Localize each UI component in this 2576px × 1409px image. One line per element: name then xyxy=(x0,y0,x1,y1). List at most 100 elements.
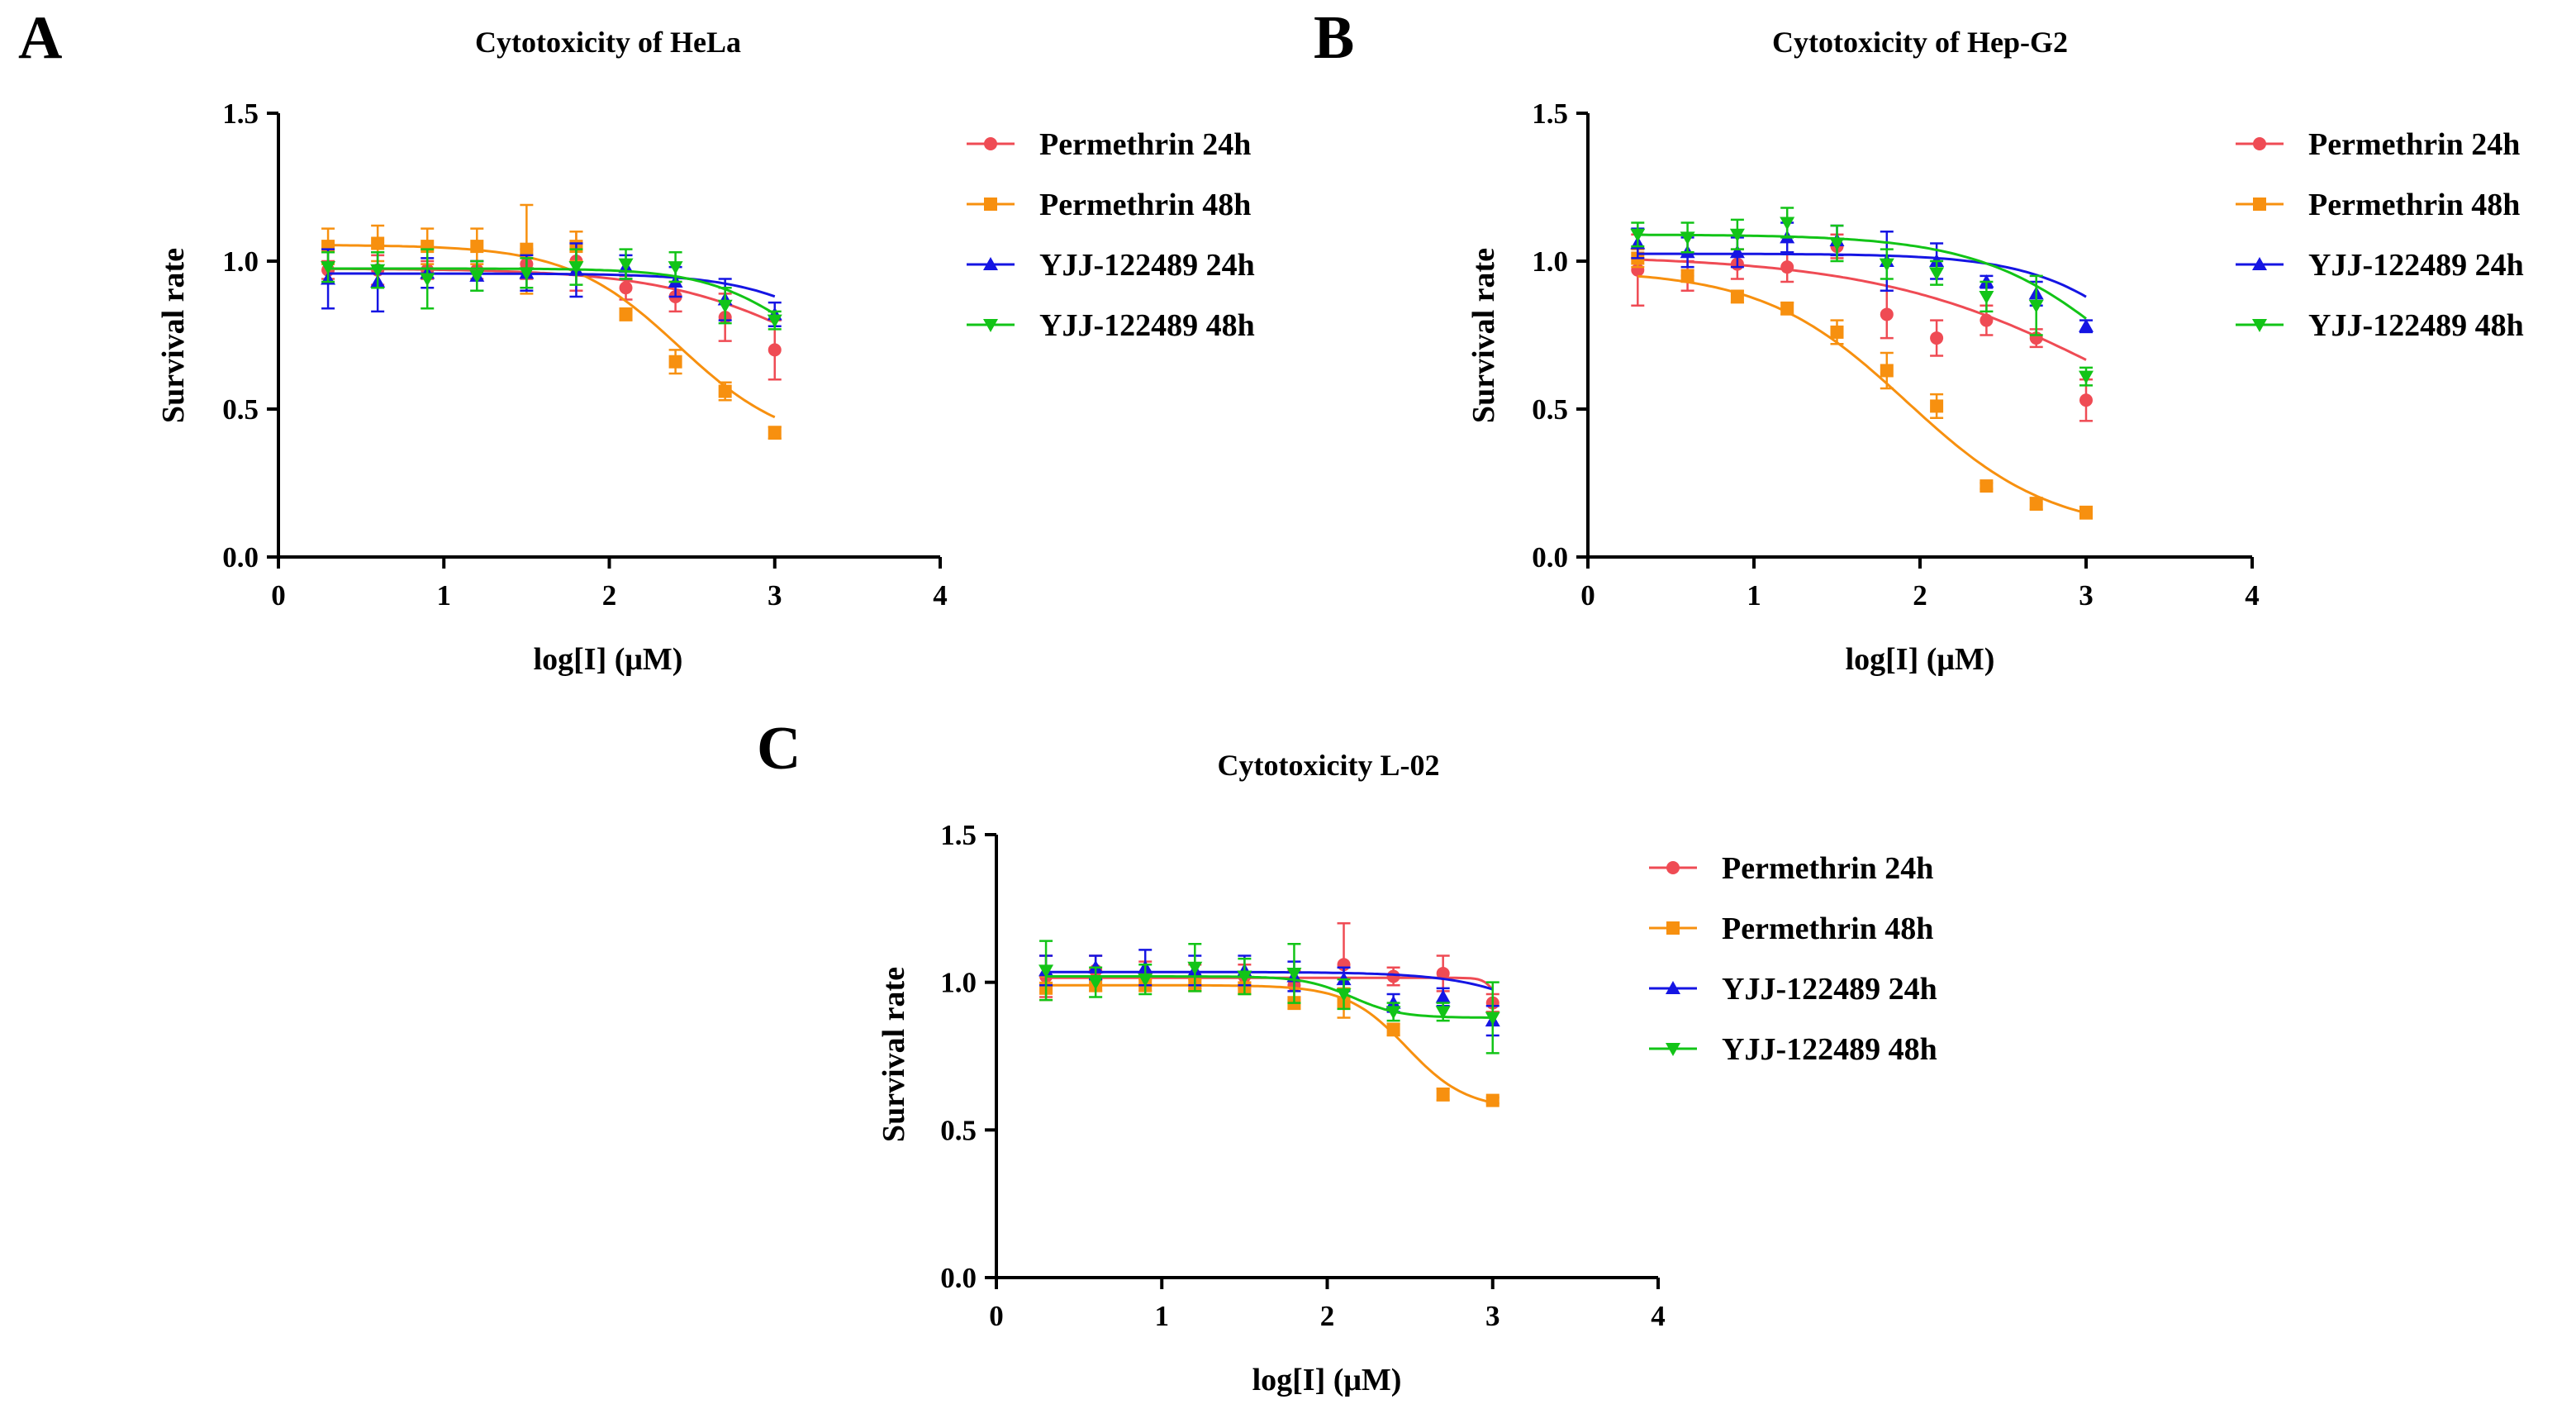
series-0 xyxy=(321,230,782,381)
data-point xyxy=(718,384,732,398)
data-point xyxy=(519,267,535,281)
data-point xyxy=(1286,967,1302,981)
data-point xyxy=(2079,393,2093,407)
x-tick-label: 0 xyxy=(1580,579,1595,612)
data-point xyxy=(619,307,633,321)
legend-item: YJJ-122489 48h xyxy=(967,308,1255,343)
legend-item: YJJ-122489 48h xyxy=(1649,1032,1937,1067)
data-point xyxy=(2079,318,2094,332)
legend-label: Permethrin 48h xyxy=(1722,912,1933,946)
data-point xyxy=(1980,479,1994,493)
legend-label: YJJ-122489 24h xyxy=(1722,972,1937,1007)
legend-label: Permethrin 48h xyxy=(2308,188,2520,222)
data-point xyxy=(1386,1022,1400,1036)
x-tick-label: 3 xyxy=(768,579,782,612)
data-point xyxy=(1980,313,1994,327)
data-point xyxy=(1979,290,1994,304)
fit-curve xyxy=(328,267,776,316)
data-point xyxy=(1485,1012,1500,1026)
y-tick-label: 1.5 xyxy=(1532,98,1568,130)
y-tick-label: 1.5 xyxy=(940,819,977,851)
x-tick-label: 1 xyxy=(437,579,452,612)
data-point xyxy=(1630,228,1646,242)
series-3 xyxy=(1038,940,1500,1054)
data-point xyxy=(2029,497,2043,511)
panel-letter: C xyxy=(757,715,801,783)
y-tick-label: 1.0 xyxy=(1532,245,1568,278)
y-tick-label: 1.0 xyxy=(940,967,977,999)
series-3 xyxy=(1630,207,2094,387)
legend-marker xyxy=(2253,137,2266,150)
legend-label: Permethrin 24h xyxy=(2308,127,2520,162)
fit-curve xyxy=(1046,983,1494,1104)
fit-curve xyxy=(1046,970,1494,991)
data-point xyxy=(1680,269,1694,283)
legend: Permethrin 24h Permethrin 48h YJJ-122489 2… xyxy=(2236,127,2524,343)
data-point xyxy=(2028,299,2044,313)
legend-marker xyxy=(1666,1043,1680,1056)
series-3 xyxy=(321,248,782,331)
x-tick-label: 2 xyxy=(602,579,617,612)
legend-item: YJJ-122489 48h xyxy=(2236,308,2524,343)
data-point xyxy=(1336,988,1352,1002)
x-tick-label: 4 xyxy=(1651,1300,1666,1332)
y-axis-label: Survival rate xyxy=(1466,248,1501,423)
data-point xyxy=(1088,976,1104,990)
data-point xyxy=(520,242,534,256)
y-tick-label: 0.5 xyxy=(222,393,259,426)
legend-item: YJJ-122489 24h xyxy=(967,248,1255,283)
panel-letter: A xyxy=(18,4,62,72)
y-tick-label: 0.5 xyxy=(940,1114,977,1146)
legend-label: YJJ-122489 24h xyxy=(1039,248,1255,283)
x-tick-label: 3 xyxy=(1485,1300,1500,1332)
data-point xyxy=(2079,370,2094,384)
axes: 0 1 2 3 4 0.0 0.5 1.0 1.5 xyxy=(940,819,1666,1332)
fit-curve xyxy=(1046,975,1493,1019)
y-tick-label: 0.0 xyxy=(940,1262,977,1294)
data-point xyxy=(470,240,484,254)
legend-item: Permethrin 24h xyxy=(967,127,1251,162)
legend-marker xyxy=(2253,198,2266,211)
fit-curve xyxy=(328,267,776,324)
data-point xyxy=(1038,964,1054,978)
data-point xyxy=(668,355,682,369)
data-point xyxy=(1237,970,1252,984)
x-tick-label: 1 xyxy=(1155,1300,1170,1332)
x-tick-label: 2 xyxy=(1320,1300,1335,1332)
x-axis-label: log[I] (μM) xyxy=(1846,642,1995,677)
series-2 xyxy=(1038,949,1500,1037)
axes: 0 1 2 3 4 0.0 0.5 1.0 1.5 xyxy=(222,98,948,612)
data-point xyxy=(371,236,385,250)
data-point xyxy=(1485,1093,1499,1107)
data-point xyxy=(1386,969,1400,983)
data-point xyxy=(1435,989,1451,1003)
chart-title: Cytotoxicity L-02 xyxy=(1218,749,1440,782)
y-axis-label: Survival rate xyxy=(877,967,911,1142)
series-1 xyxy=(321,203,782,440)
legend-marker xyxy=(2252,257,2267,270)
data-point xyxy=(1929,267,1945,281)
x-axis-label: log[I] (μM) xyxy=(1252,1363,1402,1397)
data-point xyxy=(1829,237,1845,251)
data-point xyxy=(768,426,782,440)
series-0 xyxy=(1039,921,1499,1013)
chart-title: Cytotoxicity of Hep-G2 xyxy=(1772,26,2068,59)
legend-marker xyxy=(1666,861,1680,874)
fit-curve xyxy=(1637,258,2087,361)
legend-item: Permethrin 24h xyxy=(1649,851,1933,886)
chart-panel-a: A Cytotoxicity of HeLa log[I] (μM) Survi… xyxy=(18,4,1255,677)
legend-marker xyxy=(1666,981,1680,994)
data-point xyxy=(1830,325,1844,339)
legend-marker xyxy=(984,198,997,211)
plot-area xyxy=(321,203,782,440)
data-point xyxy=(1780,217,1795,231)
y-tick-label: 1.0 xyxy=(222,245,259,278)
axes: 0 1 2 3 4 0.0 0.5 1.0 1.5 xyxy=(1532,98,2260,612)
legend-label: Permethrin 24h xyxy=(1722,851,1933,886)
legend-label: YJJ-122489 24h xyxy=(2308,248,2524,283)
legend-label: Permethrin 48h xyxy=(1039,188,1251,222)
data-point xyxy=(321,261,336,275)
data-point xyxy=(420,273,435,287)
legend-label: YJJ-122489 48h xyxy=(1039,308,1255,343)
